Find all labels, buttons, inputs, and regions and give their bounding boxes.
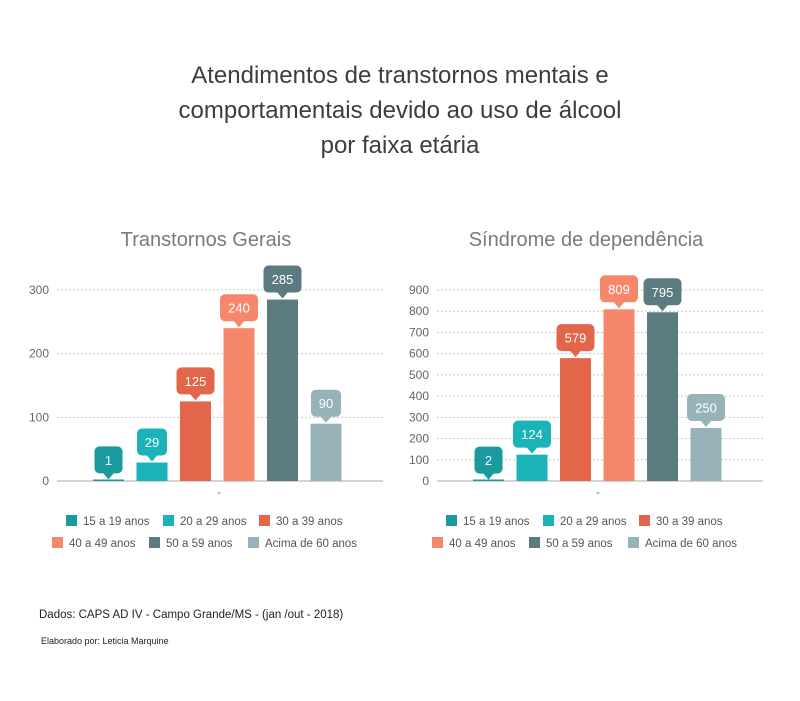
chart-2-bar xyxy=(560,358,591,481)
chart-1-bar xyxy=(310,423,342,481)
chart-1-legend-swatch xyxy=(66,515,77,526)
chart-2-ytick-label: 0 xyxy=(422,474,429,488)
chart-2-ytick-label: 200 xyxy=(409,432,429,446)
chart-1-legend-label: 30 a 39 anos xyxy=(276,516,343,528)
chart-2-data-label-bubble xyxy=(643,278,682,306)
chart-1-data-label-bubble xyxy=(176,367,215,395)
chart-1-data-label-pointer xyxy=(233,320,245,328)
chart-2-data-label-pointer xyxy=(526,446,538,454)
chart-2-legend-swatch xyxy=(529,537,540,548)
chart-1-ytick-label: 0 xyxy=(42,474,49,488)
chart-2-bar xyxy=(603,309,635,481)
chart-2-ytick-label: 600 xyxy=(409,347,429,361)
chart-1-ytick-label: 200 xyxy=(29,347,49,361)
chart-1-legend-label: 50 a 59 anos xyxy=(166,538,233,550)
chart-2-legend-swatch xyxy=(628,537,639,548)
chart-1-data-label-pointer xyxy=(189,393,202,401)
chart-1-legend-label: 20 a 29 anos xyxy=(180,516,247,528)
chart-1-data-label: 285 xyxy=(272,272,294,287)
chart-2-data-label: 579 xyxy=(565,331,587,346)
chart-2-bar xyxy=(690,427,722,481)
chart-2-data-label: 2 xyxy=(485,453,492,468)
chart-2-ytick-label: 100 xyxy=(409,453,429,467)
chart-2-legend-swatch xyxy=(432,537,443,548)
chart-2-data-label-bubble xyxy=(474,446,503,474)
chart-2-bar xyxy=(473,479,504,481)
chart-2-legend-swatch xyxy=(639,515,650,526)
chart-2-data-label-pointer xyxy=(482,472,495,480)
chart-2-legend-swatch xyxy=(446,515,457,526)
chart-2-ytick-label: 300 xyxy=(409,410,429,424)
main-title-line-1: Atendimentos de transtornos mentais e xyxy=(191,62,609,89)
chart-1-data-label: 1 xyxy=(105,453,112,468)
chart-2-ytick-label: 800 xyxy=(409,304,429,318)
chart-2-data-label: 124 xyxy=(521,427,543,442)
source-note: Dados: CAPS AD IV - Campo Grande/MS - (j… xyxy=(39,609,344,621)
chart-2-legend-label: 30 a 39 anos xyxy=(656,516,723,528)
chart-2-legend-label: 15 a 19 anos xyxy=(463,516,530,528)
chart-2-ytick-label: 700 xyxy=(409,325,429,339)
chart-1-data-label: 240 xyxy=(228,301,250,316)
chart-1-legend-label: 40 a 49 anos xyxy=(69,538,136,550)
chart-2-data-label-bubble xyxy=(600,275,638,303)
chart-2-data-label-bubble xyxy=(556,324,595,352)
chart-2-legend-label: Acima de 60 anos xyxy=(645,538,737,550)
chart-1-data-label-pointer xyxy=(276,291,289,299)
chart-1-legend-swatch xyxy=(149,537,160,548)
chart-2-legend-label: 40 a 49 anos xyxy=(449,538,516,550)
chart-2-data-label-bubble xyxy=(513,420,551,448)
chart-2-ytick-label: 500 xyxy=(409,368,429,382)
chart-1-data-label: 90 xyxy=(319,396,333,411)
chart-1-legend-label: Acima de 60 anos xyxy=(265,538,357,550)
main-title: Atendimentos de transtornos mentais e co… xyxy=(0,58,800,163)
chart-2-ytick-label: 900 xyxy=(409,283,429,297)
chart-1-data-label-pointer xyxy=(102,472,115,480)
chart-1-data-label-bubble xyxy=(263,265,302,293)
chart-2-data-label-pointer xyxy=(700,419,712,427)
chart-1-bar xyxy=(267,299,298,481)
chart-2-data-label: 809 xyxy=(608,282,630,297)
main-title-line-2: comportamentais devido ao uso de álcool xyxy=(178,97,622,124)
chart-1-data-label-bubble xyxy=(137,428,167,456)
main-title-line-3: por faixa etária xyxy=(320,132,480,159)
chart-2-data-label-pointer xyxy=(569,350,582,358)
chart-2-ytick-label: 400 xyxy=(409,389,429,403)
chart-2-bar xyxy=(647,312,678,481)
chart-1-data-label-pointer xyxy=(320,415,332,423)
chart-1-legend-swatch xyxy=(52,537,63,548)
chart-2-data-label-pointer xyxy=(613,301,625,309)
chart-1-bar xyxy=(180,401,211,481)
chart-1-data-label: 29 xyxy=(145,435,159,450)
author-note: Elaborado por: Leticia Marquine xyxy=(41,636,169,646)
chart-1-data-label: 125 xyxy=(185,374,207,389)
chart-1-title: Transtornos Gerais xyxy=(121,229,291,251)
chart-2-data-label-pointer xyxy=(656,304,669,312)
chart-1-legend-label: 15 a 19 anos xyxy=(83,516,150,528)
chart-1-legend-swatch xyxy=(259,515,270,526)
chart-2-data-label-bubble xyxy=(687,393,725,421)
chart-1-data-label-pointer xyxy=(146,454,158,462)
chart-2-data-label: 795 xyxy=(652,285,674,300)
chart-1-data-label-bubble xyxy=(94,446,123,474)
chart-2-bar xyxy=(516,454,548,481)
chart-1-ytick-label: 300 xyxy=(29,283,49,297)
chart-1-legend-swatch xyxy=(163,515,174,526)
chart-2-legend-swatch xyxy=(543,515,554,526)
chart-1-bar xyxy=(136,462,168,481)
chart-2-title: Síndrome de dependência xyxy=(469,229,704,251)
chart-2-data-label: 250 xyxy=(695,400,717,415)
chart-2-legend-label: 20 a 29 anos xyxy=(560,516,627,528)
chart-2-legend-label: 50 a 59 anos xyxy=(546,538,613,550)
chart-1-data-label-bubble xyxy=(311,389,341,417)
chart-1-bar xyxy=(223,328,255,481)
chart-1-category-label: - xyxy=(217,487,221,499)
chart-1-bar xyxy=(93,479,124,481)
chart-1-legend-swatch xyxy=(248,537,259,548)
chart-1-ytick-label: 100 xyxy=(29,410,49,424)
chart-1-data-label-bubble xyxy=(220,294,258,322)
chart-2-category-label: - xyxy=(596,487,600,499)
